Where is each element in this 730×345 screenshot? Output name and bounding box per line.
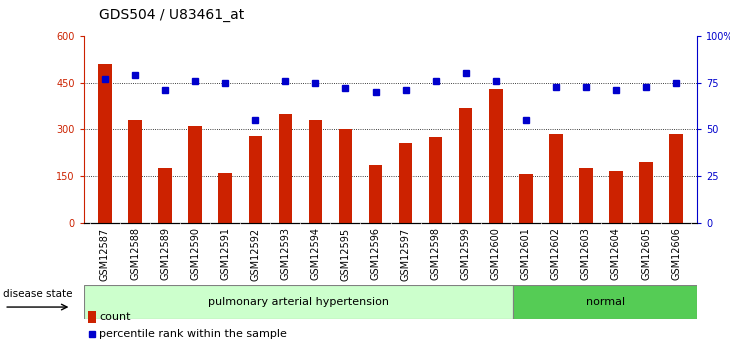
Text: pulmonary arterial hypertension: pulmonary arterial hypertension [208,297,389,307]
Text: GSM12601: GSM12601 [520,227,531,280]
Bar [158,168,172,223]
Bar [429,137,442,223]
Text: GSM12602: GSM12602 [551,227,561,280]
Bar [549,134,563,223]
Text: GSM12591: GSM12591 [220,227,230,280]
Text: GSM12589: GSM12589 [160,227,170,280]
Bar [188,126,202,223]
Text: GSM12593: GSM12593 [280,227,291,280]
Text: GSM12598: GSM12598 [431,227,441,280]
Bar [99,64,112,223]
Bar [339,129,352,223]
Bar [459,108,472,223]
Text: normal: normal [585,297,625,307]
Text: GSM12587: GSM12587 [100,227,110,280]
Bar [128,120,142,223]
Bar [639,162,653,223]
Text: GSM12594: GSM12594 [310,227,320,280]
Bar [513,285,697,319]
Text: GSM12604: GSM12604 [611,227,621,280]
Text: GSM12595: GSM12595 [340,227,350,280]
Bar [399,143,412,223]
Text: disease state: disease state [3,289,72,299]
Bar [489,89,502,223]
Bar [309,120,322,223]
Bar [279,114,292,223]
Text: GSM12606: GSM12606 [671,227,681,280]
Text: GSM12597: GSM12597 [401,227,410,280]
Bar [369,165,383,223]
Text: GSM12588: GSM12588 [130,227,140,280]
Text: GSM12600: GSM12600 [491,227,501,280]
Bar [248,136,262,223]
Bar [579,168,593,223]
Bar [610,171,623,223]
Bar [218,173,232,223]
Bar [88,310,96,323]
Text: GSM12603: GSM12603 [581,227,591,280]
Text: GSM12592: GSM12592 [250,227,261,280]
Text: GSM12599: GSM12599 [461,227,471,280]
Bar [84,285,513,319]
Text: GSM12605: GSM12605 [641,227,651,280]
Text: GSM12590: GSM12590 [191,227,200,280]
Text: GDS504 / U83461_at: GDS504 / U83461_at [99,8,244,22]
Text: count: count [99,312,131,322]
Bar [669,134,683,223]
Text: GSM12596: GSM12596 [371,227,380,280]
Bar [519,174,533,223]
Text: percentile rank within the sample: percentile rank within the sample [99,329,287,339]
